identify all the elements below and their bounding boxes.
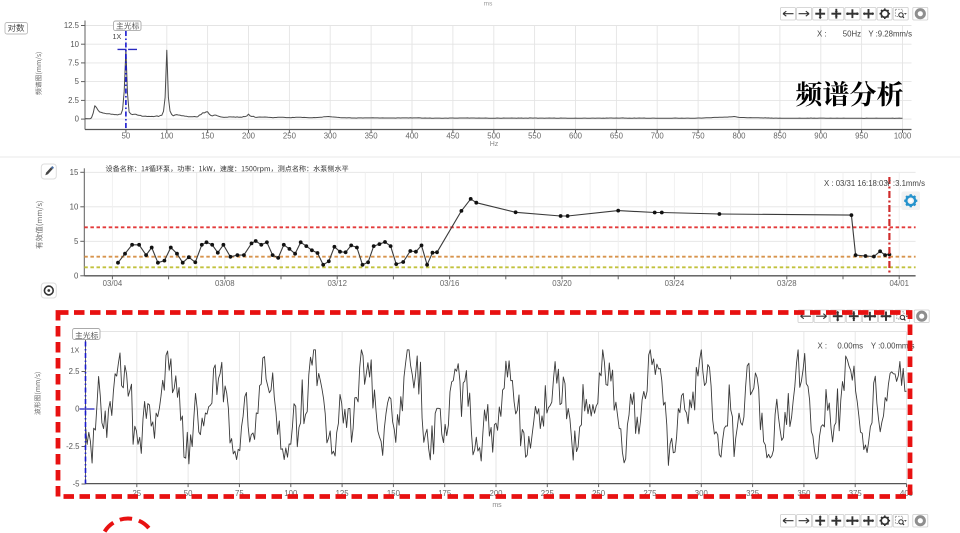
svg-text:275: 275	[643, 489, 657, 498]
svg-text:03/20: 03/20	[552, 279, 572, 288]
svg-text:12.5: 12.5	[64, 21, 80, 30]
svg-text:75: 75	[235, 489, 244, 498]
svg-text:600: 600	[569, 132, 583, 141]
svg-text:1X: 1X	[113, 32, 122, 41]
svg-text:15: 15	[70, 168, 79, 177]
svg-text:250: 250	[592, 489, 606, 498]
svg-text:100: 100	[160, 132, 174, 141]
svg-text:0: 0	[75, 115, 80, 124]
svg-text:25: 25	[132, 489, 141, 498]
svg-text:0.00ms: 0.00ms	[837, 342, 863, 351]
svg-text:ms: ms	[484, 1, 493, 8]
svg-text:750: 750	[692, 132, 706, 141]
svg-text:03/24: 03/24	[665, 279, 685, 288]
svg-text:5: 5	[75, 77, 80, 86]
svg-text:50: 50	[122, 132, 131, 141]
svg-text:03/08: 03/08	[215, 279, 235, 288]
svg-text:350: 350	[797, 489, 811, 498]
svg-text:-2.5: -2.5	[66, 442, 80, 451]
svg-text:300: 300	[695, 489, 709, 498]
svg-text:800: 800	[732, 132, 746, 141]
svg-text:225: 225	[541, 489, 555, 498]
svg-text:450: 450	[446, 132, 460, 141]
svg-text:125: 125	[336, 489, 350, 498]
svg-text:375: 375	[849, 489, 863, 498]
svg-text:350: 350	[365, 132, 379, 141]
svg-text:200: 200	[242, 132, 256, 141]
svg-text:X : 03/31 16:18:03: X : 03/31 16:18:03	[824, 179, 888, 188]
svg-text:400: 400	[900, 489, 914, 498]
svg-text:0: 0	[75, 405, 80, 414]
svg-text:300: 300	[324, 132, 338, 141]
svg-text:150: 150	[201, 132, 215, 141]
svg-text:Y :0.00mm/s: Y :0.00mm/s	[871, 342, 915, 351]
svg-text:900: 900	[814, 132, 828, 141]
svg-text:7.5: 7.5	[68, 59, 80, 68]
svg-text:700: 700	[651, 132, 665, 141]
svg-text:1X: 1X	[71, 346, 80, 355]
svg-text:03/16: 03/16	[440, 279, 460, 288]
svg-text:10: 10	[70, 40, 79, 49]
svg-text:150: 150	[387, 489, 401, 498]
svg-text:-5: -5	[73, 480, 81, 489]
svg-text:10: 10	[70, 202, 79, 211]
svg-text:50Hz: 50Hz	[843, 30, 861, 39]
svg-text:400: 400	[405, 132, 419, 141]
svg-text:325: 325	[746, 489, 760, 498]
svg-text:04/01: 04/01	[889, 279, 909, 288]
svg-text:X :: X :	[818, 342, 828, 351]
svg-text:Hz: Hz	[490, 141, 499, 148]
svg-text:2.5: 2.5	[69, 367, 81, 376]
svg-text:0: 0	[74, 271, 79, 280]
svg-text:2.5: 2.5	[68, 96, 80, 105]
svg-text:03/12: 03/12	[327, 279, 347, 288]
svg-text:500: 500	[487, 132, 501, 141]
svg-text:200: 200	[489, 489, 503, 498]
svg-text:Y :3.1mm/s: Y :3.1mm/s	[886, 179, 925, 188]
svg-text:250: 250	[283, 132, 297, 141]
svg-text:5: 5	[74, 237, 79, 246]
svg-text:50: 50	[184, 489, 193, 498]
svg-text:550: 550	[528, 132, 542, 141]
svg-text:175: 175	[438, 489, 452, 498]
svg-text:X :: X :	[817, 29, 827, 38]
svg-text:03/28: 03/28	[777, 279, 797, 288]
svg-text:100: 100	[284, 489, 298, 498]
svg-text:Y :9.28mm/s: Y :9.28mm/s	[868, 30, 912, 39]
svg-text:03/04: 03/04	[103, 279, 123, 288]
svg-text:950: 950	[855, 132, 869, 141]
svg-text:850: 850	[773, 132, 787, 141]
svg-text:650: 650	[610, 132, 624, 141]
svg-text:ms: ms	[492, 502, 502, 509]
svg-text:1000: 1000	[894, 132, 912, 141]
